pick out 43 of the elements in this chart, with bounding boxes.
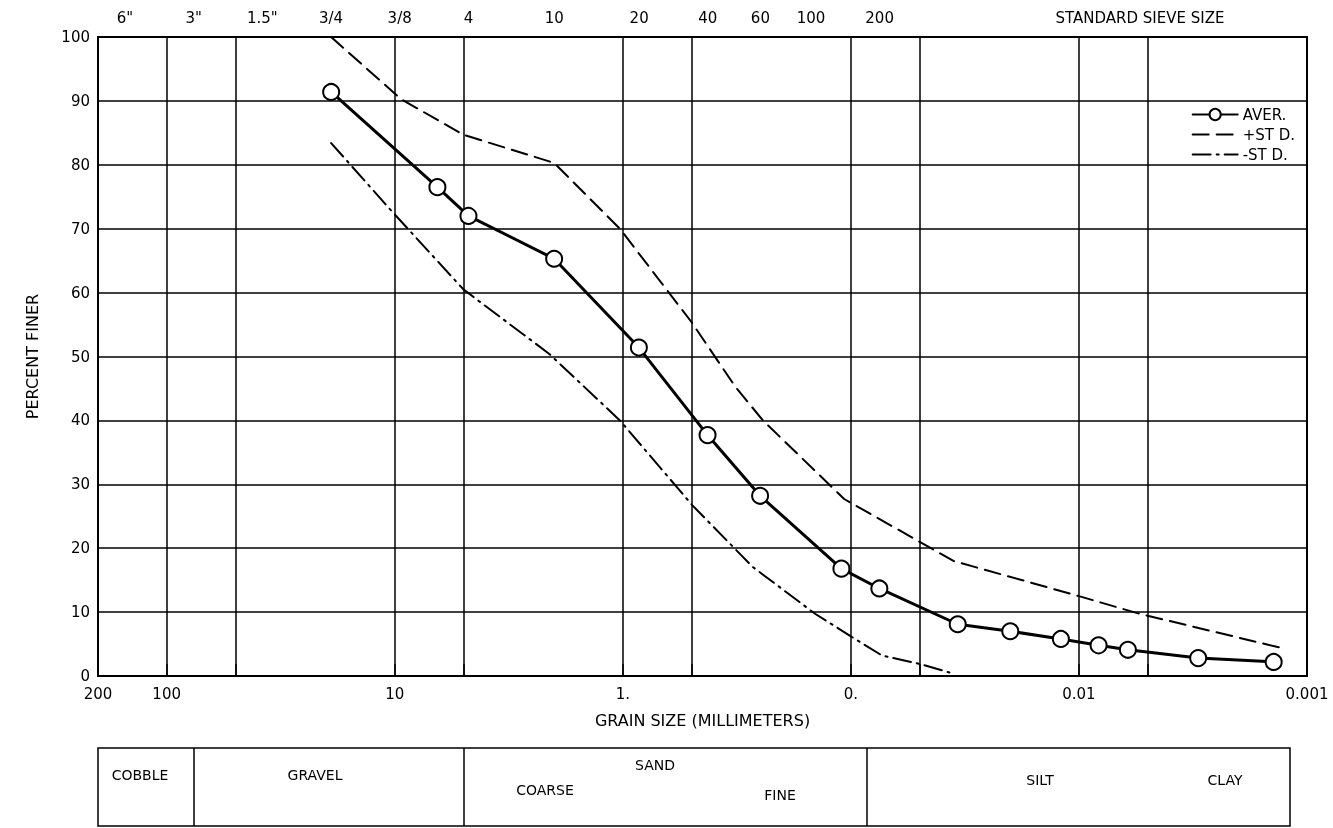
x-axis-title: GRAIN SIZE (MILLIMETERS) — [594, 710, 811, 730]
text: 40 — [698, 9, 718, 27]
text: COARSE — [516, 782, 574, 798]
text: 3" — [185, 9, 202, 27]
legend-label: -ST D. — [1242, 145, 1288, 164]
text: 20 — [629, 9, 649, 27]
y-tick-label: 90 — [70, 91, 90, 110]
legend-label: AVER. — [1242, 105, 1287, 124]
y-tick-label: 100 — [61, 28, 90, 46]
legend-label: +ST D. — [1242, 125, 1295, 144]
y-tick-label: 60 — [70, 283, 90, 302]
text: SILT — [1026, 772, 1055, 788]
text: FINE — [764, 787, 796, 803]
text: 60 — [750, 9, 770, 27]
x-tick-label: 10 — [385, 684, 405, 703]
y-tick-label: 10 — [70, 603, 90, 622]
text: 200 — [865, 9, 894, 27]
text: GRAVEL — [287, 767, 343, 783]
text: 4 — [463, 9, 474, 27]
text: 100 — [796, 9, 826, 27]
x-tick-label: 0. — [843, 684, 859, 703]
x-tick-label: 100 — [152, 684, 181, 703]
y-tick-label: 30 — [70, 475, 90, 494]
x-tick-label: 200 — [83, 684, 113, 703]
text: SAND — [635, 757, 675, 773]
text: 3/8 — [387, 9, 412, 27]
y-tick-label: 20 — [70, 539, 90, 558]
text: 10 — [544, 9, 564, 27]
y-tick-label: 40 — [70, 411, 90, 430]
text: 1.5" — [246, 9, 278, 27]
text: 6" — [116, 9, 134, 27]
y-tick-label: 50 — [70, 347, 90, 366]
text: STANDARD SIEVE SIZE — [1055, 9, 1225, 27]
y-tick-label: 80 — [70, 155, 90, 174]
y-tick-label: 70 — [70, 219, 90, 238]
text: 3/4 — [318, 9, 344, 27]
text: COBBLE — [111, 767, 169, 783]
x-tick-label: 0.01 — [1062, 684, 1096, 703]
y-axis-title: PERCENT FINER — [22, 293, 42, 420]
x-tick-label: 1. — [615, 684, 630, 703]
text: CLAY — [1207, 772, 1243, 788]
x-tick-label: 0.001 — [1285, 684, 1329, 703]
y-tick-label: 0 — [80, 667, 90, 685]
